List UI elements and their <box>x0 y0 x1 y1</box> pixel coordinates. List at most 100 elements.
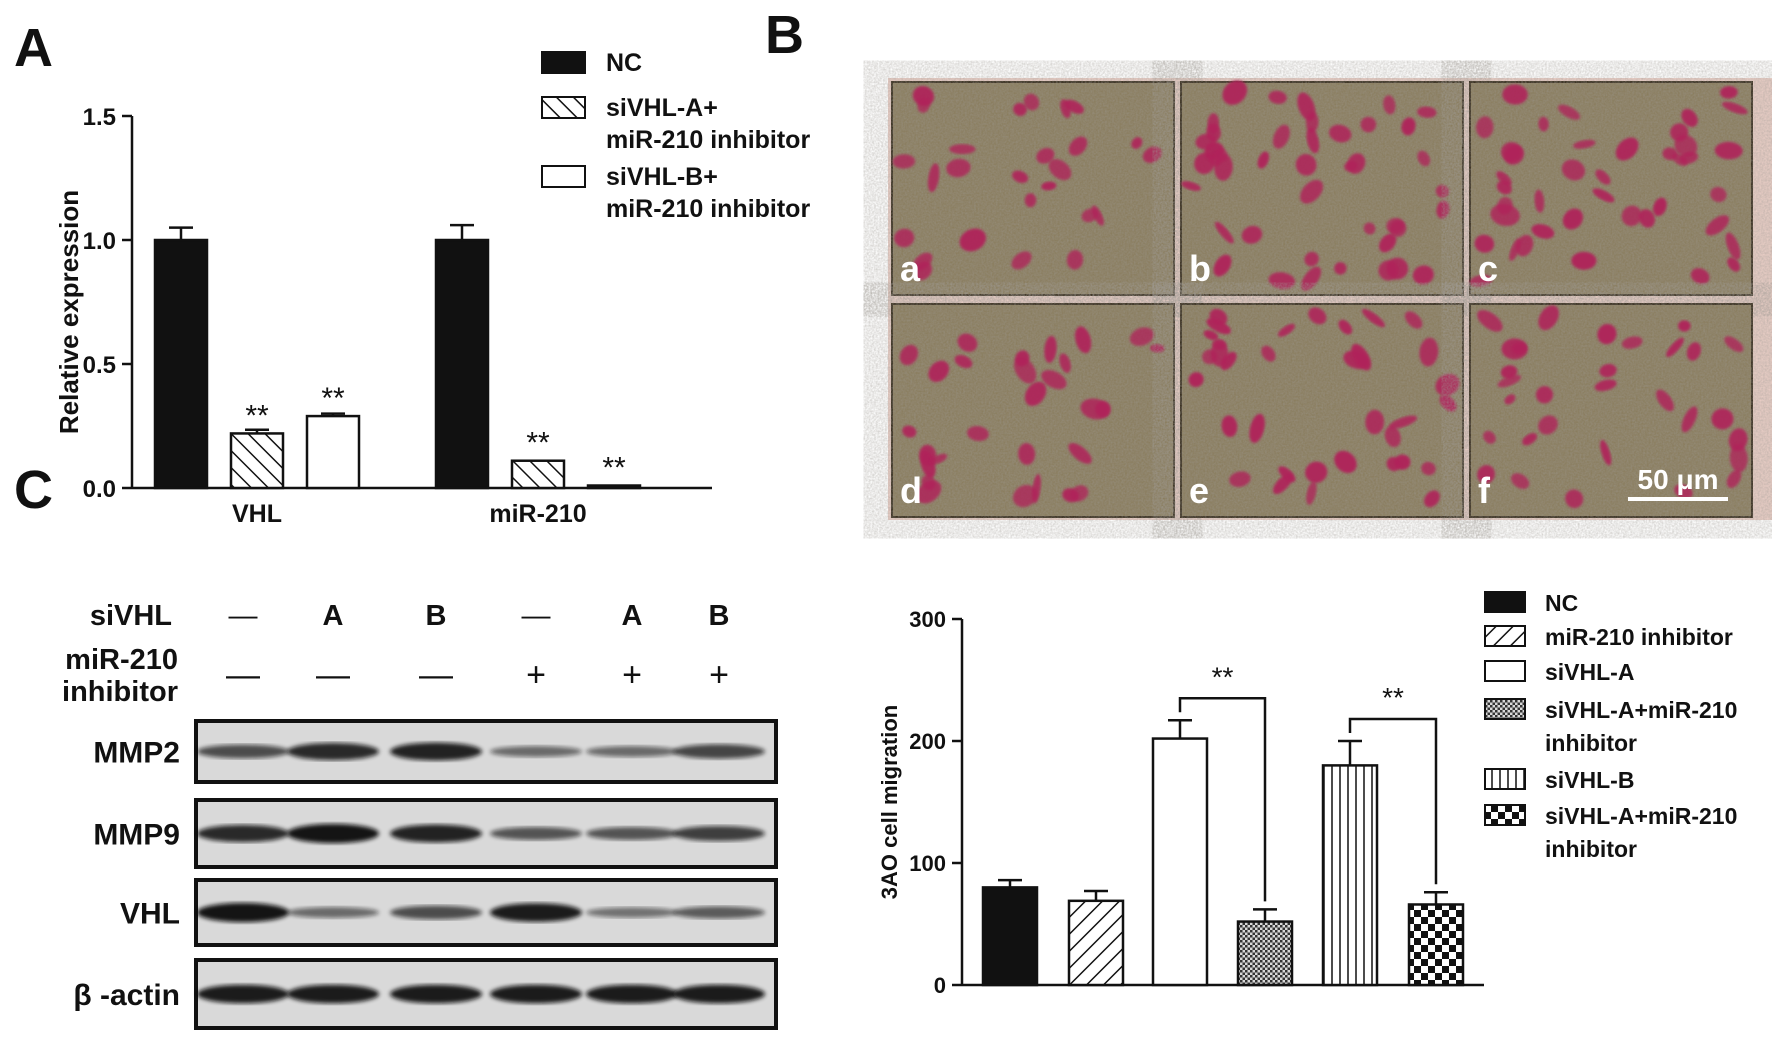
blot-band <box>586 984 678 1004</box>
lane-sivhl: — <box>522 600 551 632</box>
bar <box>153 238 209 490</box>
panel-label-c: C <box>14 460 53 520</box>
stained-cell <box>1365 409 1385 435</box>
stained-cell <box>1436 200 1450 219</box>
blot-band <box>197 744 289 759</box>
micrograph-label: b <box>1189 248 1211 289</box>
y-tick-label: 0.5 <box>83 352 116 379</box>
stained-cell <box>1511 473 1530 489</box>
legend-swatch <box>1484 625 1526 647</box>
y-tick-label: 300 <box>909 607 946 632</box>
micrograph-c: c <box>1469 81 1753 296</box>
stained-cell <box>1013 484 1038 508</box>
stained-cell <box>1538 415 1558 435</box>
stained-cell <box>1278 466 1296 483</box>
stained-cell <box>1504 394 1516 405</box>
stained-cell <box>1222 80 1248 105</box>
legend-swatch <box>1484 804 1526 826</box>
lane-sivhl: A <box>622 600 643 632</box>
stained-cell <box>1306 127 1320 154</box>
stained-cell <box>1013 102 1027 116</box>
stained-cell <box>1347 153 1366 174</box>
stained-cell <box>1329 124 1352 143</box>
micrograph-f: f <box>1469 303 1753 518</box>
scale-bar-label: 50 μm <box>1638 464 1719 495</box>
micrograph-d: d <box>891 303 1175 518</box>
stained-cell <box>1301 266 1322 291</box>
legend-label: siVHL-A+ <box>606 94 718 122</box>
micrograph-e: e <box>1180 303 1464 518</box>
bar <box>229 432 285 490</box>
stained-cell <box>1129 327 1154 346</box>
stained-cell <box>1384 426 1401 448</box>
stained-cell <box>1188 372 1204 388</box>
stained-cell <box>946 158 971 178</box>
stained-cell <box>920 450 936 479</box>
stained-cell <box>1653 197 1667 217</box>
stained-cell <box>1386 457 1401 472</box>
stained-cell <box>1241 225 1263 244</box>
stained-cell <box>1195 133 1217 150</box>
stained-cell <box>1562 208 1584 230</box>
stained-cell <box>1435 184 1450 198</box>
legend-swatch <box>1484 660 1526 682</box>
lane-inhibitor: + <box>622 656 642 694</box>
significance-mark: ** <box>1382 682 1404 713</box>
stained-cell <box>1417 106 1437 118</box>
stained-cell <box>1015 350 1030 367</box>
stained-cell <box>1571 251 1597 270</box>
stained-cell <box>1221 415 1238 437</box>
stained-cell <box>1727 257 1741 272</box>
stained-cell <box>928 360 950 382</box>
y-tick-label: 1.0 <box>83 228 116 255</box>
bar <box>586 484 642 490</box>
stained-cell <box>1424 490 1440 508</box>
significance-mark: ** <box>321 382 345 415</box>
legend-label: siVHL-A+miR-210 <box>1545 803 1737 829</box>
micrograph-texture <box>1470 82 1752 295</box>
stained-cell <box>1558 104 1581 120</box>
stained-cell <box>1511 342 1527 355</box>
stained-cell <box>1044 335 1057 363</box>
stained-cell <box>1595 169 1611 185</box>
significance-mark: ** <box>245 399 269 432</box>
stained-cell <box>1496 180 1512 195</box>
stained-cell <box>1476 116 1494 139</box>
stained-cell <box>1075 326 1092 354</box>
stained-cell <box>1334 262 1347 275</box>
stained-cell <box>1338 319 1353 335</box>
stained-cell <box>1509 238 1521 261</box>
blot-band <box>390 905 482 920</box>
legend-label: miR-210 inhibitor <box>1545 624 1733 650</box>
blot-label: β -actin <box>73 979 180 1012</box>
stained-cell <box>1361 309 1385 328</box>
stained-cell <box>1496 171 1512 186</box>
stained-cell <box>1722 101 1748 115</box>
stained-cell <box>1401 117 1416 136</box>
stained-cell <box>1041 370 1067 390</box>
stained-cell <box>1181 181 1201 191</box>
stained-cell <box>1497 374 1522 388</box>
micrograph-label: c <box>1478 248 1498 289</box>
stained-cell <box>1600 440 1612 466</box>
stained-cell <box>1565 489 1584 509</box>
legend-swatch <box>541 96 586 119</box>
stained-cell <box>1066 250 1084 270</box>
blot-band <box>490 903 582 922</box>
blot-band <box>197 984 289 1004</box>
legend-label: siVHL-A <box>1545 659 1634 685</box>
stained-cell <box>1011 251 1032 270</box>
stained-cell <box>1435 373 1460 396</box>
bar <box>305 414 361 490</box>
stained-cell <box>1724 336 1744 352</box>
blot-band <box>673 744 765 759</box>
blot-vhl: VHL <box>120 878 778 947</box>
stained-cell <box>949 144 976 155</box>
stained-cell <box>892 154 916 169</box>
panel-label-b: B <box>765 5 804 65</box>
significance-mark: ** <box>1212 661 1234 692</box>
stained-cell <box>1720 86 1738 99</box>
stained-cell <box>1060 99 1071 119</box>
